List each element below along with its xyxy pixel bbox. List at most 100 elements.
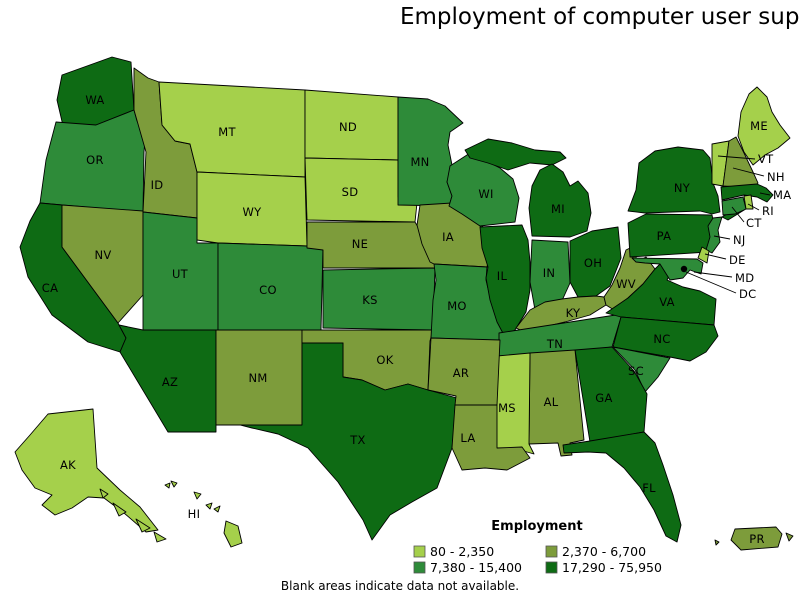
leader-dc [685,271,737,294]
state-ct [721,196,747,216]
label-ms: MS [498,401,516,415]
leader-lines [685,155,771,294]
leader-nh [732,167,765,177]
state-ri [743,194,754,210]
label-ut: UT [172,267,189,281]
states-layer [14,56,794,551]
label-wy: WY [243,205,263,219]
legend: Employment 80 - 2,350 2,370 - 6,700 7,38… [413,519,662,575]
label-nm: NM [248,371,267,385]
label-de: DE [729,253,746,267]
label-sd: SD [342,185,359,199]
state-ma [720,183,774,203]
label-tn: TN [546,337,563,351]
legend-label-bin2: 7,380 - 15,400 [430,560,522,575]
legend-swatch-bin3 [545,561,558,574]
leader-ri [747,203,760,211]
dc-marker-dot [680,265,688,273]
state-al [528,349,585,457]
leader-de [704,253,727,260]
label-nc: NC [653,332,670,346]
label-nh: NH [767,170,785,184]
label-ca: CA [42,281,59,295]
label-pa: PA [657,229,672,243]
label-il: IL [497,269,508,283]
state-nj [705,216,723,254]
label-la: LA [460,431,475,445]
label-nd: ND [339,120,357,134]
state-wi [446,152,520,227]
label-nj: NJ [733,233,746,247]
label-me: ME [750,119,768,133]
label-ia: IA [442,230,454,244]
label-nv: NV [94,248,111,262]
label-dc: DC [739,287,757,301]
state-md [631,257,704,281]
leader-vt [717,155,756,160]
label-mt: MT [218,125,236,139]
state-oh [569,226,622,298]
label-ne: NE [352,237,368,251]
leader-md [693,271,733,278]
label-ri: RI [762,204,774,218]
label-fl: FL [642,481,656,495]
label-az: AZ [162,375,178,389]
label-or: OR [86,153,104,167]
legend-swatch-bin2 [413,561,426,574]
label-ar: AR [453,366,469,380]
label-ny: NY [674,181,691,195]
legend-label-bin3: 17,290 - 75,950 [562,560,662,575]
label-al: AL [544,395,559,409]
label-oh: OH [584,256,602,270]
label-ga: GA [595,391,612,405]
label-co: CO [259,283,277,297]
page-title: Employment of computer user support spec… [400,4,800,30]
label-mo: MO [447,299,467,313]
label-hi: HI [188,507,201,521]
leader-ma [759,192,771,196]
label-ks: KS [362,293,377,307]
legend-title: Employment [491,519,582,534]
state-ak [14,408,167,543]
label-wv: WV [616,277,636,291]
label-va: VA [659,295,675,309]
label-wi: WI [478,187,493,201]
label-id: ID [151,178,164,192]
label-pr: PR [749,532,765,546]
label-wa: WA [85,93,104,107]
label-mn: MN [410,155,429,169]
label-sc: SC [628,364,644,378]
leader-nj [713,235,731,240]
state-co [217,242,324,331]
legend-swatch-bin1 [545,545,558,558]
state-labels: WA OR CA NV ID MT WY UT AZ CO NM ND SD N… [42,93,768,546]
label-vt: VT [758,152,774,166]
footnote: Blank areas indicate data not available. [281,579,519,593]
state-sc [612,346,671,393]
state-hi [164,480,243,548]
state-de [697,246,710,264]
state-ne [306,221,437,269]
state-fl [562,431,682,543]
legend-label-bin0: 80 - 2,350 [430,544,494,559]
label-tx: TX [349,433,366,447]
state-or [39,109,147,213]
state-la [451,404,531,471]
label-ok: OK [376,353,393,367]
label-ma: MA [773,188,791,202]
label-md: MD [735,271,754,285]
leader-ct [731,206,745,223]
state-nv [61,204,144,324]
label-ct: CT [746,216,762,230]
label-in: IN [543,266,556,280]
legend-label-bin1: 2,370 - 6,700 [562,544,646,559]
label-ak: AK [60,458,76,472]
legend-swatch-bin0 [413,545,426,558]
state-me [737,86,791,166]
label-mi: MI [551,202,565,216]
state-mi [464,138,592,238]
label-ky: KY [566,306,581,320]
state-az [118,324,217,433]
